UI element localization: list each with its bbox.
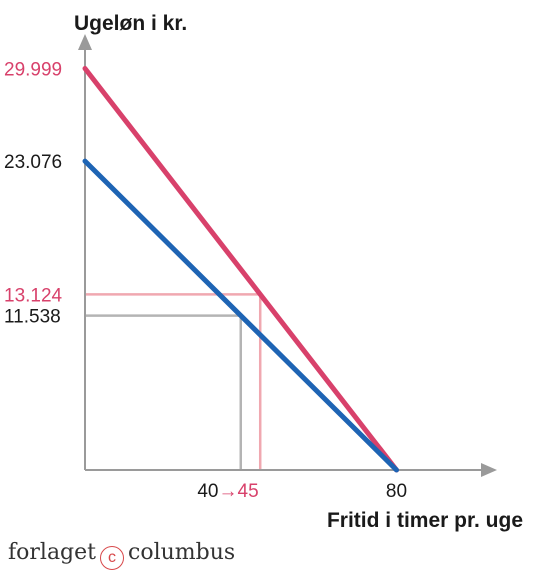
publisher-name-right: columbus [128,540,236,565]
copyright-icon: c [100,546,124,570]
publisher-name-left: forlaget [8,540,96,565]
series-lines [82,65,400,473]
x-annotation-arrow: → [219,481,238,502]
guide-lines [85,293,262,470]
x-axis-arrow-icon [481,463,497,477]
x-annotation-from: 40 [197,481,218,502]
y-tick-label-3: 11.538 [4,307,61,328]
x-tick-label-0: 80 [386,481,407,502]
x-axis-title: Fritid i timer pr. uge [327,509,523,532]
y-axis-arrow-icon [78,34,92,50]
y-tick-label-2: 13.124 [4,285,63,306]
axes [78,34,497,477]
x-tick-labels: 80 [386,481,407,502]
series-line-0 [82,65,400,473]
series-line-1 [82,158,400,473]
y-tick-label-1: 23.076 [4,152,62,173]
x-annotation-to: 45 [238,481,259,502]
y-axis-title: Ugeløn i kr. [74,12,187,35]
x-tick-annotation: 40→45 [197,481,258,502]
y-tick-label-0: 29.999 [4,59,62,80]
publisher-logo: forlaget c columbus [8,540,235,570]
